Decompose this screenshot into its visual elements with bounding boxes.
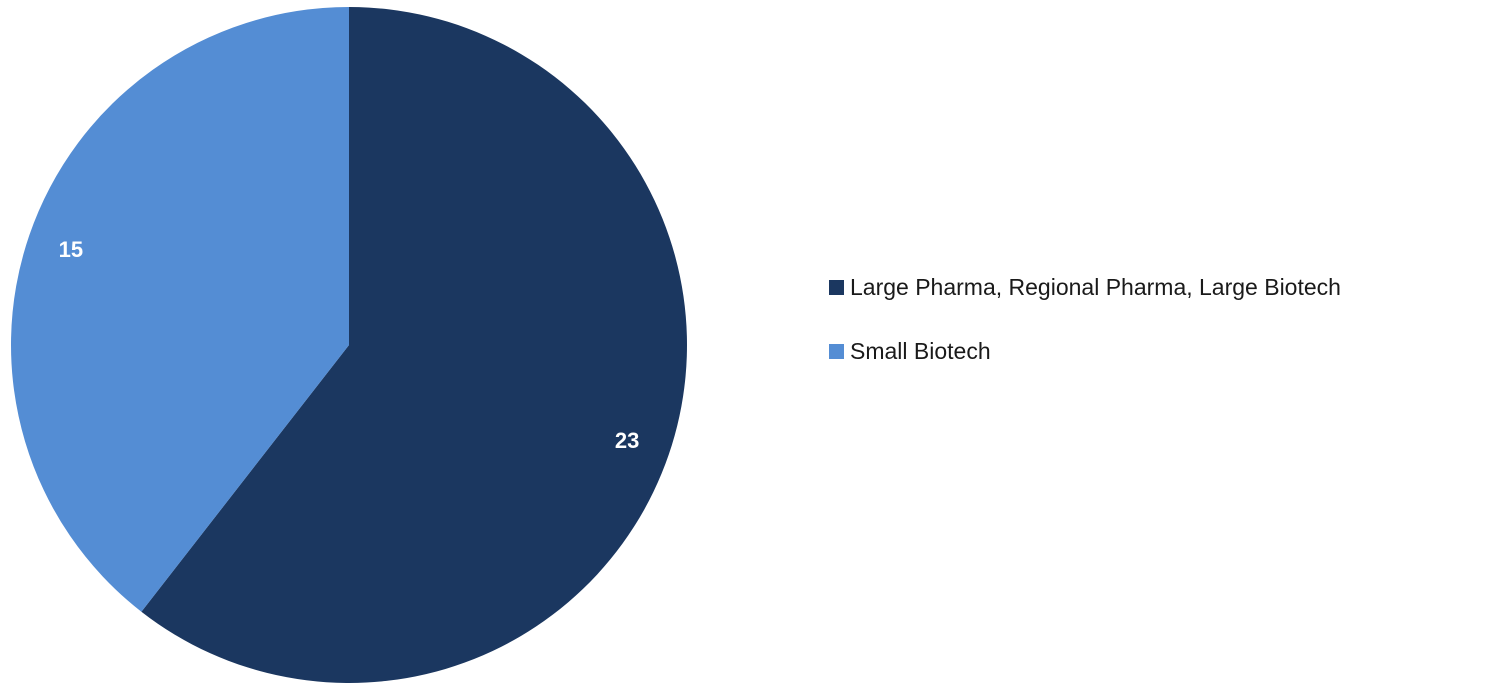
pie-data-labels: 23 15 (59, 237, 640, 453)
legend-label: Large Pharma, Regional Pharma, Large Bio… (850, 273, 1341, 300)
legend-swatch (829, 343, 844, 359)
legend-label: Small Biotech (850, 337, 991, 364)
pie-slices (10, 7, 687, 683)
pie-data-label-1: 15 (59, 237, 83, 262)
legend-item-large-pharma: Large Pharma, Regional Pharma, Large Bio… (829, 270, 1341, 304)
pie-data-label-0: 23 (615, 428, 639, 453)
chart-legend: Large Pharma, Regional Pharma, Large Bio… (829, 270, 1341, 398)
pie-slice-1 (10, 7, 349, 612)
legend-item-small-biotech: Small Biotech (829, 334, 1341, 368)
legend-swatch (829, 279, 844, 295)
pie-slice-0 (141, 7, 687, 683)
